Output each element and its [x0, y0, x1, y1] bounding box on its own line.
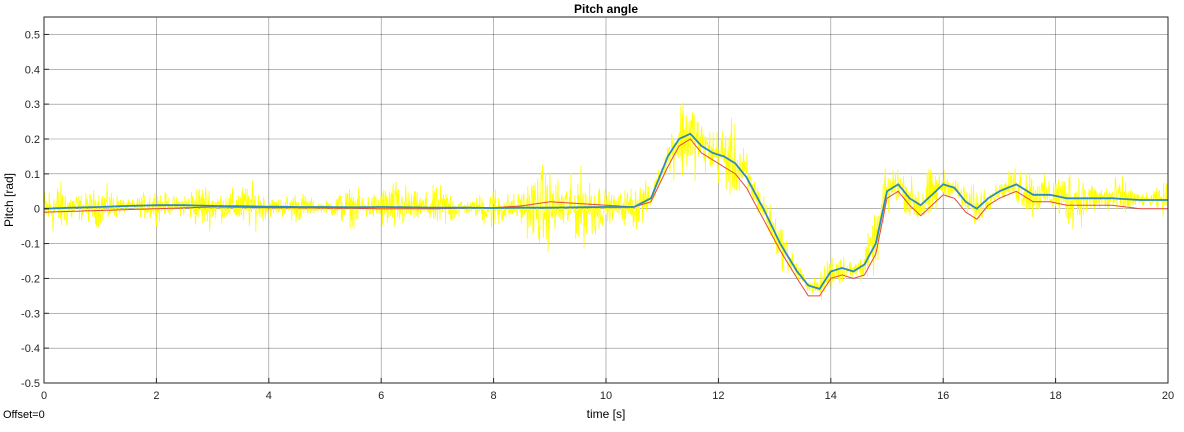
y-tick-label: 0.1: [25, 169, 40, 181]
series-layer: [43, 102, 1169, 301]
x-axis-label: time [s]: [587, 407, 626, 421]
x-tick-label: 4: [266, 390, 272, 402]
y-tick-label: -0.4: [21, 343, 40, 355]
y-tick-label: -0.5: [21, 378, 40, 390]
x-tick-label: 8: [491, 390, 497, 402]
series-reference-line: [44, 138, 1168, 297]
y-tick-label: 0.2: [25, 134, 40, 146]
series-estimate-line: [44, 132, 1168, 290]
x-tick-label: 16: [937, 390, 949, 402]
y-tick-label: -0.2: [21, 273, 40, 285]
x-tick-label: 14: [825, 390, 837, 402]
y-tick-label: -0.1: [21, 239, 40, 251]
x-tick-label: 6: [378, 390, 384, 402]
chart-title: Pitch angle: [574, 2, 638, 16]
y-tick-label: 0.4: [25, 64, 40, 76]
y-tick-label: 0.5: [25, 29, 40, 41]
x-tick-label: 0: [41, 390, 47, 402]
offset-label: Offset=0: [3, 409, 45, 421]
y-tick-label: 0: [34, 204, 40, 216]
axis-ticks: 0 2 4 6 8 10 12 14 16 18 20 -0.5 -0.4 -0.3 -0.2 -0.1 0 0.…: [21, 29, 1174, 402]
x-tick-label: 2: [153, 390, 159, 402]
y-axis-label: Pitch [rad]: [2, 173, 16, 227]
x-tick-label: 18: [1049, 390, 1061, 402]
x-tick-label: 10: [600, 390, 612, 402]
y-tick-label: -0.3: [21, 308, 40, 320]
x-tick-label: 20: [1162, 390, 1174, 402]
x-tick-label: 12: [712, 390, 724, 402]
y-tick-label: 0.3: [25, 99, 40, 111]
series-measurement-line: [43, 102, 1169, 301]
